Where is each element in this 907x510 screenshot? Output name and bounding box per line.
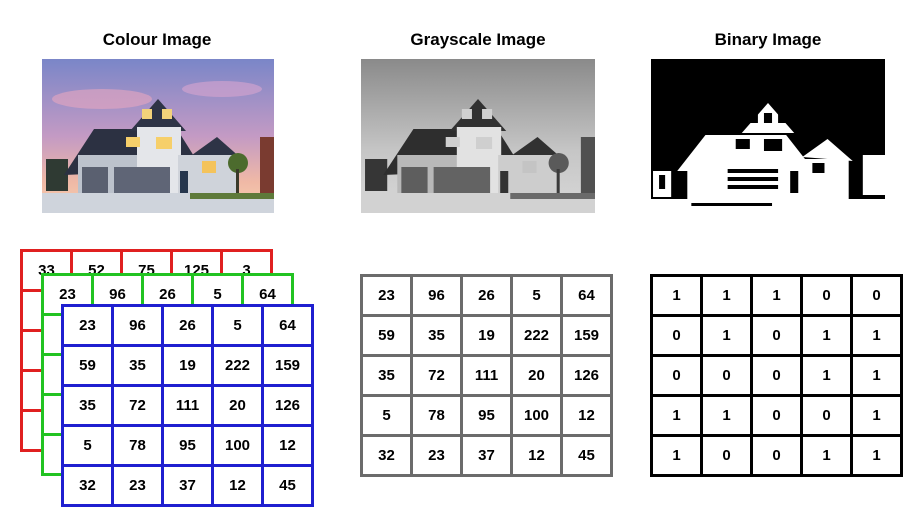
binary-matrix-cell: 1 xyxy=(800,354,853,397)
colour-house-photo xyxy=(42,59,274,213)
grayscale-matrix-cell: 12 xyxy=(560,394,613,437)
grayscale-matrix-cell: 32 xyxy=(360,434,413,477)
blue-matrix-cell: 126 xyxy=(261,384,314,427)
grayscale-matrix-row: 59 35 19 222 159 xyxy=(360,314,613,357)
blue-matrix-row: 32 23 37 12 45 xyxy=(61,464,314,507)
blue-matrix-cell: 96 xyxy=(111,304,164,347)
blue-matrix-cell: 5 xyxy=(61,424,114,467)
blue-matrix-cell: 20 xyxy=(211,384,264,427)
grayscale-matrix-cell: 111 xyxy=(460,354,513,397)
binary-matrix-cell: 0 xyxy=(750,354,803,397)
blue-matrix-cell: 23 xyxy=(111,464,164,507)
grayscale-matrix-cell: 95 xyxy=(460,394,513,437)
grayscale-matrix-cell: 72 xyxy=(410,354,463,397)
binary-matrix-cell: 1 xyxy=(850,394,903,437)
blue-matrix-cell: 78 xyxy=(111,424,164,467)
binary-matrix-cell: 0 xyxy=(850,274,903,317)
grayscale-matrix-row: 5 78 95 100 12 xyxy=(360,394,613,437)
grayscale-matrix-row: 23 96 26 5 64 xyxy=(360,274,613,317)
grayscale-matrix-cell: 222 xyxy=(510,314,563,357)
blue-matrix-cell: 12 xyxy=(211,464,264,507)
binary-matrix-cell: 1 xyxy=(850,354,903,397)
binary-matrix-cell: 0 xyxy=(800,394,853,437)
binary-matrix-cell: 0 xyxy=(750,394,803,437)
binary-matrix-cell: 1 xyxy=(700,394,753,437)
blue-matrix-row: 5 78 95 100 12 xyxy=(61,424,314,467)
blue-matrix-cell: 64 xyxy=(261,304,314,347)
grayscale-house-photo xyxy=(361,59,595,213)
blue-matrix-cell: 222 xyxy=(211,344,264,387)
binary-matrix-cell: 1 xyxy=(850,434,903,477)
blue-matrix-cell: 37 xyxy=(161,464,214,507)
blue-matrix-cell: 72 xyxy=(111,384,164,427)
grayscale-matrix-cell: 23 xyxy=(360,274,413,317)
binary-matrix-cell: 1 xyxy=(850,314,903,357)
grayscale-matrix-cell: 45 xyxy=(560,434,613,477)
binary-matrix-cell: 1 xyxy=(750,274,803,317)
binary-matrix-cell: 1 xyxy=(650,394,703,437)
binary-matrix-cell: 0 xyxy=(700,354,753,397)
blue-matrix-cell: 45 xyxy=(261,464,314,507)
grayscale-matrix-cell: 35 xyxy=(410,314,463,357)
blue-matrix-cell: 32 xyxy=(61,464,114,507)
binary-matrix-cell: 1 xyxy=(800,314,853,357)
binary-matrix-cell: 0 xyxy=(650,354,703,397)
blue-matrix-cell: 5 xyxy=(211,304,264,347)
grayscale-matrix-cell: 100 xyxy=(510,394,563,437)
blue-matrix-cell: 100 xyxy=(211,424,264,467)
binary-matrix-cell: 0 xyxy=(700,434,753,477)
grayscale-matrix-cell: 23 xyxy=(410,434,463,477)
grayscale-matrix-cell: 59 xyxy=(360,314,413,357)
blue-matrix-cell: 159 xyxy=(261,344,314,387)
grayscale-matrix-row: 32 23 37 12 45 xyxy=(360,434,613,477)
grayscale-matrix-cell: 19 xyxy=(460,314,513,357)
grayscale-image-title: Grayscale Image xyxy=(410,30,546,49)
grayscale-matrix-cell: 20 xyxy=(510,354,563,397)
binary-matrix-cell: 1 xyxy=(800,434,853,477)
blue-matrix-cell: 111 xyxy=(161,384,214,427)
blue-matrix-cell: 35 xyxy=(111,344,164,387)
blue-matrix-cell: 12 xyxy=(261,424,314,467)
blue-matrix-cell: 23 xyxy=(61,304,114,347)
grayscale-matrix-cell: 5 xyxy=(510,274,563,317)
grayscale-matrix-cell: 64 xyxy=(560,274,613,317)
blue-matrix-row: 35 72 111 20 126 xyxy=(61,384,314,427)
grayscale-matrix-row: 35 72 111 20 126 xyxy=(360,354,613,397)
colour-image-title: Colour Image xyxy=(102,30,212,49)
binary-image-title: Binary Image xyxy=(714,30,822,49)
binary-matrix-cell: 1 xyxy=(650,274,703,317)
binary-matrix-cell: 0 xyxy=(750,314,803,357)
binary-matrix-cell: 0 xyxy=(800,274,853,317)
binary-matrix-cell: 1 xyxy=(650,434,703,477)
grayscale-matrix-cell: 5 xyxy=(360,394,413,437)
binary-house-photo xyxy=(651,59,885,213)
grayscale-matrix-cell: 35 xyxy=(360,354,413,397)
grayscale-matrix-cell: 96 xyxy=(410,274,463,317)
binary-matrix-cell: 1 xyxy=(700,314,753,357)
grayscale-matrix-cell: 159 xyxy=(560,314,613,357)
blue-matrix-row: 59 35 19 222 159 xyxy=(61,344,314,387)
grayscale-matrix-cell: 26 xyxy=(460,274,513,317)
blue-matrix-cell: 26 xyxy=(161,304,214,347)
grayscale-matrix-cell: 78 xyxy=(410,394,463,437)
blue-channel-matrix: 23 96 26 5 64 59 35 19 222 159 35 72 111 20 126 5 78 95 10… xyxy=(61,304,314,507)
blue-matrix-cell: 19 xyxy=(161,344,214,387)
blue-matrix-row: 23 96 26 5 64 xyxy=(61,304,314,347)
binary-matrix-cell: 0 xyxy=(650,314,703,357)
grayscale-matrix-cell: 126 xyxy=(560,354,613,397)
blue-matrix-cell: 59 xyxy=(61,344,114,387)
blue-matrix-cell: 95 xyxy=(161,424,214,467)
binary-matrix-cell: 1 xyxy=(700,274,753,317)
grayscale-matrix-cell: 37 xyxy=(460,434,513,477)
grayscale-matrix-cell: 12 xyxy=(510,434,563,477)
blue-matrix-cell: 35 xyxy=(61,384,114,427)
binary-matrix-cell: 0 xyxy=(750,434,803,477)
grayscale-matrix: 23 96 26 5 64 59 35 19 222 159 35 72 111 20 126 5 78 95 10… xyxy=(360,274,613,477)
